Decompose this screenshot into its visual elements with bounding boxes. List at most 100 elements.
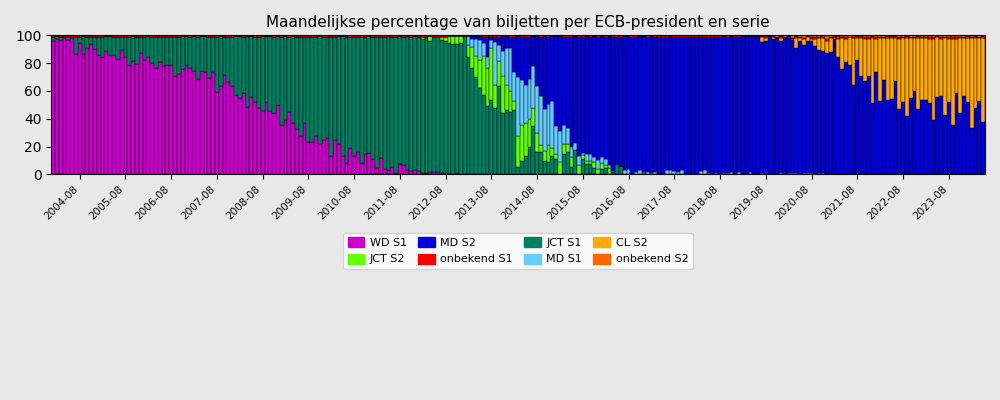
Bar — [337, 144, 341, 174]
Bar — [375, 168, 379, 174]
Bar — [794, 38, 798, 48]
Bar — [478, 60, 482, 88]
Bar — [272, 37, 276, 113]
Bar — [501, 35, 505, 36]
Bar — [543, 35, 547, 36]
Bar — [806, 35, 810, 36]
Bar — [74, 54, 78, 174]
Bar — [829, 52, 833, 174]
Bar — [573, 35, 577, 36]
Bar — [794, 36, 798, 38]
Bar — [444, 41, 448, 174]
Bar — [249, 35, 253, 36]
Bar — [897, 39, 901, 109]
Bar — [265, 102, 268, 174]
Bar — [806, 37, 810, 41]
Bar — [558, 162, 562, 174]
Bar — [268, 110, 272, 174]
Bar — [539, 35, 543, 37]
Bar — [268, 36, 272, 110]
Bar — [265, 36, 268, 102]
Bar — [318, 36, 322, 144]
Bar — [711, 37, 714, 174]
Bar — [600, 36, 604, 156]
Bar — [791, 38, 794, 39]
Bar — [524, 35, 528, 36]
Bar — [185, 36, 188, 65]
Bar — [291, 123, 295, 174]
Bar — [894, 81, 897, 174]
Bar — [672, 36, 676, 171]
Bar — [977, 37, 981, 38]
Bar — [470, 40, 474, 47]
Bar — [844, 37, 848, 39]
Bar — [589, 161, 592, 164]
Bar — [688, 35, 691, 37]
Bar — [531, 108, 535, 126]
Bar — [413, 36, 417, 170]
Bar — [108, 35, 112, 36]
Bar — [810, 35, 813, 36]
Bar — [55, 35, 59, 36]
Bar — [558, 35, 562, 36]
Bar — [600, 169, 604, 174]
Bar — [78, 35, 82, 36]
Bar — [425, 38, 428, 173]
Bar — [150, 37, 154, 63]
Bar — [127, 37, 131, 65]
Bar — [913, 91, 916, 174]
Bar — [246, 36, 249, 107]
Bar — [379, 35, 383, 37]
Bar — [608, 36, 611, 164]
Bar — [772, 37, 775, 39]
Bar — [718, 35, 722, 37]
Bar — [501, 36, 505, 51]
Bar — [913, 37, 916, 38]
Bar — [570, 158, 573, 166]
Bar — [413, 35, 417, 36]
Bar — [737, 37, 741, 172]
Bar — [528, 119, 531, 147]
Bar — [733, 35, 737, 37]
Bar — [383, 37, 387, 169]
Bar — [432, 35, 436, 37]
Bar — [215, 92, 219, 174]
Bar — [223, 35, 226, 37]
Bar — [943, 37, 947, 38]
Bar — [299, 136, 303, 174]
Bar — [627, 35, 630, 36]
Bar — [878, 102, 882, 174]
Bar — [162, 35, 165, 37]
Bar — [798, 41, 802, 174]
Bar — [459, 36, 463, 42]
Bar — [185, 35, 188, 36]
Bar — [608, 35, 611, 36]
Bar — [531, 35, 535, 36]
Bar — [486, 106, 489, 174]
Bar — [299, 37, 303, 136]
Bar — [977, 35, 981, 37]
Bar — [695, 37, 699, 174]
Bar — [684, 35, 688, 37]
Bar — [859, 36, 863, 38]
Bar — [78, 43, 82, 174]
Bar — [977, 38, 981, 100]
Bar — [211, 37, 215, 72]
Bar — [295, 129, 299, 174]
Bar — [958, 38, 962, 113]
Bar — [70, 36, 74, 38]
Bar — [520, 37, 524, 80]
Bar — [562, 126, 566, 144]
Bar — [737, 172, 741, 174]
Bar — [284, 36, 287, 120]
Bar — [451, 44, 455, 174]
Bar — [886, 100, 890, 174]
Bar — [859, 76, 863, 174]
Bar — [482, 43, 486, 56]
Bar — [345, 35, 348, 37]
Bar — [863, 81, 867, 174]
Bar — [695, 35, 699, 37]
Bar — [974, 35, 977, 36]
Bar — [970, 35, 974, 37]
Bar — [230, 86, 234, 174]
